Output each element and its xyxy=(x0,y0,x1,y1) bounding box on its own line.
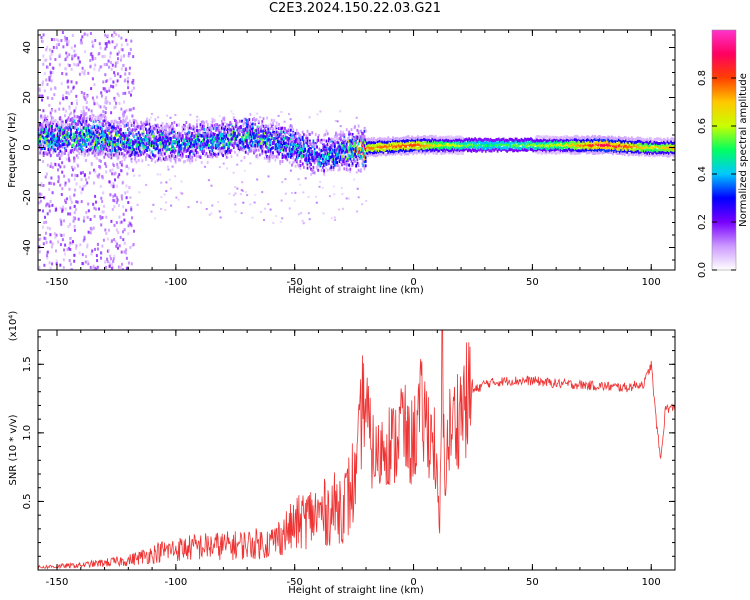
colorbar-tick-label: 0.8 xyxy=(697,70,708,86)
snr-x-tick-label: 50 xyxy=(526,577,539,588)
spectrogram-panel: -150 -100 -50 0 50 100 -40 -20 0 20 40 Height of s… xyxy=(7,29,676,296)
spectrogram-y-tick-label: -20 xyxy=(22,189,33,205)
snr-x-tick-label: 100 xyxy=(642,577,661,588)
snr-y-axis-title: SNR (10 * v/v) xyxy=(8,414,19,485)
spectrogram-x-tick-label: 0 xyxy=(410,277,416,288)
spectrogram-x-tick-label: 100 xyxy=(642,277,661,288)
colorbar-tick-label: 0.0 xyxy=(697,262,708,278)
spectrogram-heatmap xyxy=(38,31,675,270)
spectrogram-y-tick-label: 20 xyxy=(22,91,33,104)
colorbar: 0.0 0.2 0.4 0.6 0.8 Normalized spectral ampl… xyxy=(697,29,749,278)
snr-x-tick-label: 0 xyxy=(410,577,416,588)
spectrogram-y-tick-label: 40 xyxy=(22,41,33,54)
figure-title: C2E3.2024.150.22.03.G21 xyxy=(268,1,442,16)
colorbar-ticks: 0.0 0.2 0.4 0.6 0.8 xyxy=(697,70,736,278)
snr-y-tick-label: 0.5 xyxy=(22,493,33,509)
colorbar-tick-label: 0.4 xyxy=(697,166,708,182)
snr-series-line xyxy=(38,330,675,570)
spectrogram-x-tick-label: -100 xyxy=(165,277,188,288)
snr-frame xyxy=(37,329,676,571)
spectrogram-x-axis-title: Height of straight line (km) xyxy=(288,285,424,296)
spectrogram-x-tick-label: -150 xyxy=(46,277,69,288)
snr-x-axis-title: Height of straight line (km) xyxy=(288,585,424,596)
snr-y-multiplier-label: (x10⁴) xyxy=(8,311,19,342)
snr-x-tick-label: -50 xyxy=(287,577,303,588)
spectrogram-x-tick-label: -50 xyxy=(287,277,303,288)
snr-x-tick-label: -100 xyxy=(165,577,188,588)
colorbar-title: Normalized spectral amplitude xyxy=(738,73,749,227)
colorbar-tick-label: 0.2 xyxy=(697,214,708,230)
snr-ticks: -150 -100 -50 0 50 100 0.5 1.0 1.5 xyxy=(22,330,676,588)
spectrogram-y-tick-label: -40 xyxy=(22,239,33,255)
spectrogram-ticks: -150 -100 -50 0 50 100 -40 -20 0 20 40 xyxy=(22,30,676,288)
spectrogram-frame xyxy=(37,29,676,271)
colorbar-tick-label: 0.6 xyxy=(697,118,708,134)
snr-x-tick-label: -150 xyxy=(46,577,69,588)
spectrogram-x-tick-label: 50 xyxy=(526,277,539,288)
snr-y-tick-label: 1.5 xyxy=(22,356,33,372)
colorbar-gradient xyxy=(711,29,737,271)
spectrogram-y-axis-title: Frequency (Hz) xyxy=(7,112,18,188)
snr-panel: -150 -100 -50 0 50 100 0.5 1.0 1.5 Height of str… xyxy=(8,311,676,596)
snr-y-tick-label: 1.0 xyxy=(22,425,33,441)
spectrogram-y-tick-label: 0 xyxy=(22,144,33,150)
